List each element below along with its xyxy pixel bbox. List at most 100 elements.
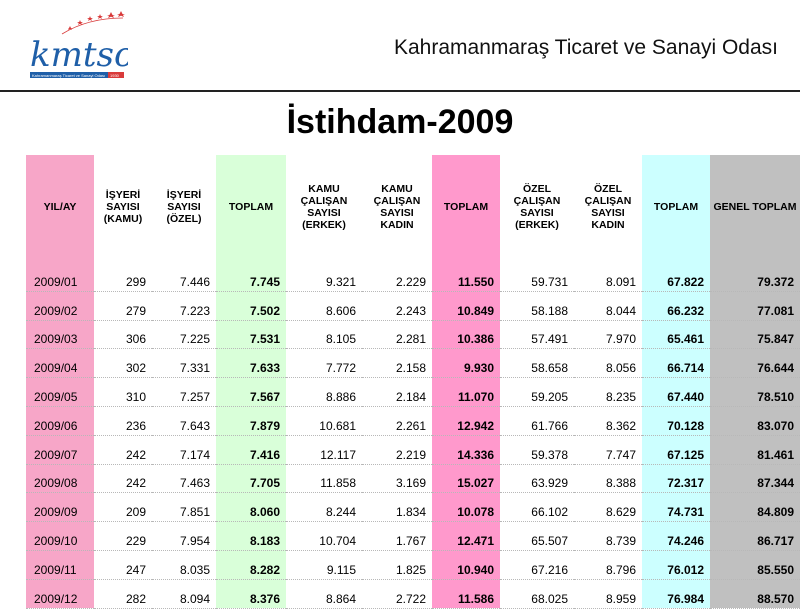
table-row: 2009/03 306 7.225 7.531 8.105 2.281 10.386 57.4… (26, 320, 800, 350)
value-cell: 8.606 (286, 291, 362, 321)
value-cell: 12.471 (432, 521, 500, 551)
value-cell: 8.060 (216, 492, 286, 523)
value-cell: 209 (94, 492, 152, 523)
value-cell: 59.205 (500, 377, 574, 407)
value-cell: 2.219 (362, 435, 432, 465)
value-cell: 7.970 (574, 320, 642, 350)
value-cell: 76.984 (642, 579, 710, 609)
value-cell: 2.243 (362, 291, 432, 321)
month-cell: 2009/06 (26, 406, 94, 436)
value-cell: 8.044 (574, 291, 642, 321)
value-cell: 87.344 (710, 464, 800, 494)
value-cell: 8.739 (574, 521, 642, 551)
value-cell: 299 (94, 263, 152, 292)
header-cell: GENEL TOPLAM (710, 155, 800, 259)
value-cell: 2.281 (362, 320, 432, 350)
value-cell: 10.386 (432, 320, 500, 350)
value-cell: 12.117 (286, 435, 362, 465)
spacer-cell (642, 259, 710, 263)
value-cell: 8.105 (286, 320, 362, 350)
header-cell: KAMU ÇALIŞAN SAYISI (ERKEK) (300, 183, 348, 231)
value-cell: 63.929 (500, 464, 574, 494)
value-cell: 76.644 (710, 348, 800, 379)
value-cell: 10.078 (432, 492, 500, 523)
value-cell: 282 (94, 579, 152, 609)
value-cell: 8.056 (574, 348, 642, 379)
table-row: 2009/06 236 7.643 7.879 10.681 2.261 12.942 61.… (26, 406, 800, 436)
header-cell: ÖZEL ÇALIŞAN SAYISI KADIN (584, 183, 632, 231)
value-cell: 1.767 (362, 521, 432, 551)
value-cell: 74.246 (642, 521, 710, 551)
value-cell: 77.081 (710, 291, 800, 321)
value-cell: 7.463 (152, 464, 216, 494)
table-row: 2009/07 242 7.174 7.416 12.117 2.219 14.336 59.… (26, 435, 800, 465)
value-cell: 70.128 (642, 406, 710, 436)
value-cell: 8.388 (574, 464, 642, 494)
value-cell: 74.731 (642, 492, 710, 523)
value-cell: 8.183 (216, 521, 286, 551)
value-cell: 8.362 (574, 406, 642, 436)
value-cell: 236 (94, 406, 152, 436)
table-row: 2009/08 242 7.463 7.705 11.858 3.169 15.027 63.… (26, 464, 800, 494)
value-cell: 59.731 (500, 263, 574, 292)
value-cell: 15.027 (432, 464, 500, 494)
value-cell: 11.858 (286, 464, 362, 494)
value-cell: 10.681 (286, 406, 362, 436)
organization-name: Kahramanmaraş Ticaret ve Sanayi Odası (393, 36, 778, 59)
value-cell: 3.169 (362, 464, 432, 494)
value-cell: 242 (94, 464, 152, 494)
svg-text:Kahramanmaraş Ticaret ve Sanay: Kahramanmaraş Ticaret ve Sanayi Odası (32, 73, 105, 78)
value-cell: 2.158 (362, 348, 432, 379)
value-cell: 11.586 (432, 579, 500, 609)
value-cell: 310 (94, 377, 152, 407)
value-cell: 67.440 (642, 377, 710, 407)
value-cell: 302 (94, 348, 152, 379)
value-cell: 7.174 (152, 435, 216, 465)
value-cell: 68.025 (500, 579, 574, 609)
value-cell: 57.491 (500, 320, 574, 350)
month-cell: 2009/01 (26, 263, 94, 292)
header-cell: TOPLAM (216, 155, 286, 259)
employment-table: YIL/AY İŞYERİ SAYISI (KAMU) İŞYERİ SAYIS… (26, 155, 800, 609)
value-cell: 7.225 (152, 320, 216, 350)
value-cell: 2.184 (362, 377, 432, 407)
value-cell: 229 (94, 521, 152, 551)
value-cell: 86.717 (710, 521, 800, 551)
value-cell: 75.847 (710, 320, 800, 350)
value-cell: 10.940 (432, 550, 500, 580)
value-cell: 9.321 (286, 263, 362, 292)
table-row: 2009/05 310 7.257 7.567 8.886 2.184 11.070 59.2… (26, 377, 800, 407)
month-cell: 2009/07 (26, 435, 94, 465)
spacer-cell (216, 259, 286, 263)
value-cell: 66.714 (642, 348, 710, 379)
value-cell: 58.188 (500, 291, 574, 321)
value-cell: 8.091 (574, 263, 642, 292)
slide-header: kmtso Kahramanmaraş Ticaret ve Sanayi Od… (0, 0, 800, 92)
value-cell: 7.772 (286, 348, 362, 379)
value-cell: 72.317 (642, 464, 710, 494)
value-cell: 65.461 (642, 320, 710, 350)
table-row: 2009/10 229 7.954 8.183 10.704 1.767 12.471 65.… (26, 521, 800, 551)
value-cell: 65.507 (500, 521, 574, 551)
month-cell: 2009/03 (26, 320, 94, 350)
table-row: 2009/01 299 7.446 7.745 9.321 2.229 11.550 59.7… (26, 263, 800, 292)
header-cell: İŞYERİ SAYISI (KAMU) (103, 189, 143, 225)
value-cell: 66.102 (500, 492, 574, 523)
value-cell: 7.643 (152, 406, 216, 436)
value-cell: 7.567 (216, 377, 286, 407)
value-cell: 67.216 (500, 550, 574, 580)
value-cell: 8.629 (574, 492, 642, 523)
value-cell: 7.223 (152, 291, 216, 321)
value-cell: 11.070 (432, 377, 500, 407)
value-cell: 8.796 (574, 550, 642, 580)
header-cell: TOPLAM (642, 155, 710, 259)
kmtso-logo: kmtso Kahramanmaraş Ticaret ve Sanayi Od… (30, 11, 128, 78)
table-row: 2009/11 247 8.035 8.282 9.115 1.825 10.940 67.2… (26, 550, 800, 580)
value-cell: 7.257 (152, 377, 216, 407)
table-row: 2009/12 282 8.094 8.376 8.864 2.722 11.586 68.0… (26, 579, 800, 609)
spacer-cell (26, 259, 94, 263)
value-cell: 8.244 (286, 492, 362, 523)
value-cell: 7.416 (216, 435, 286, 465)
value-cell: 7.531 (216, 320, 286, 350)
value-cell: 67.125 (642, 435, 710, 465)
